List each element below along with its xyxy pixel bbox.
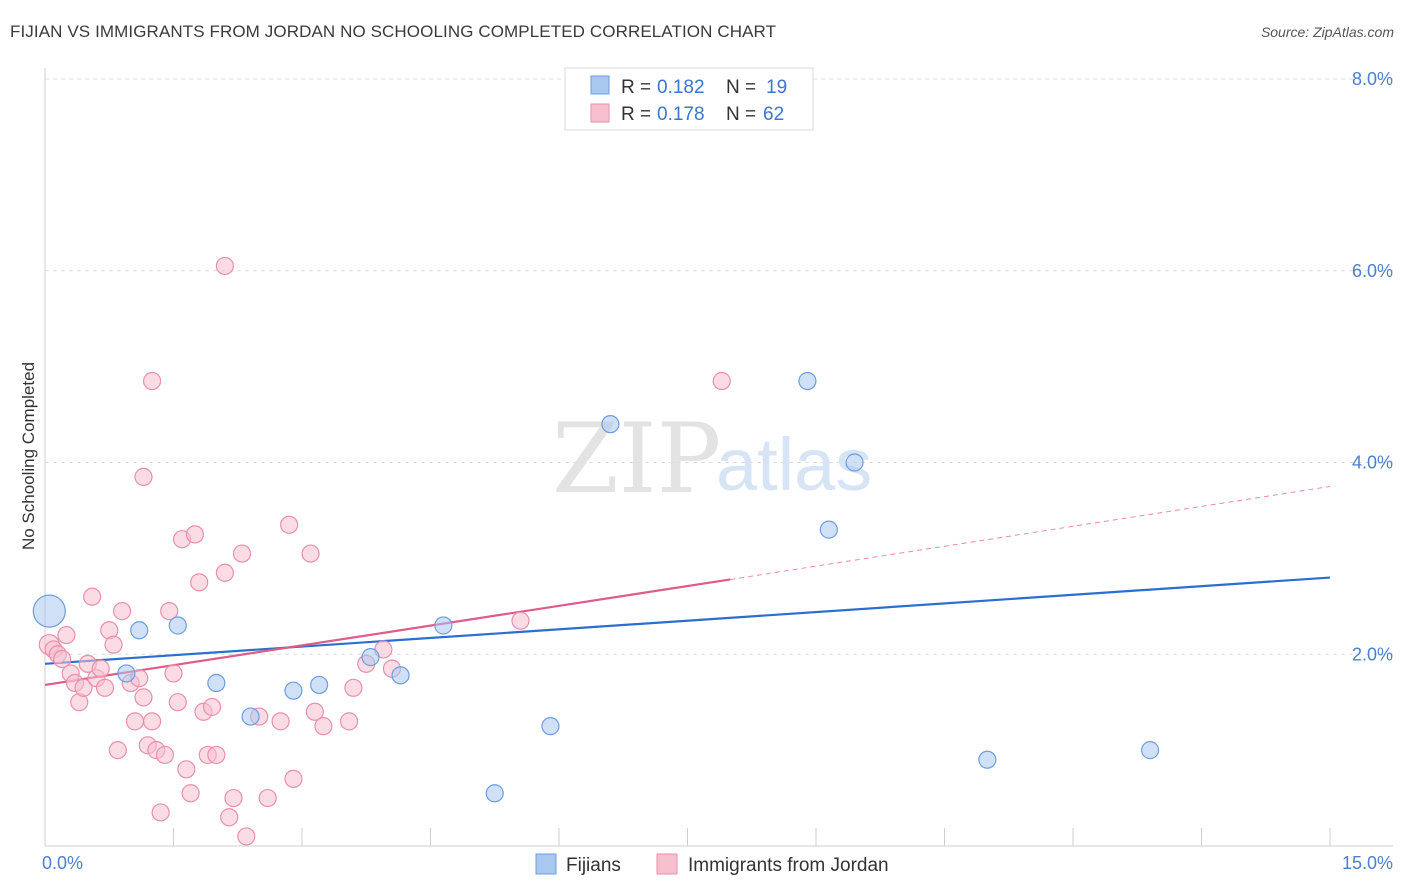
source-credit: Source: ZipAtlas.com: [1260, 24, 1394, 40]
point-fijians: [241, 707, 260, 726]
point-jordan: [258, 788, 277, 808]
axes: 2.0% 4.0% 6.0% 8.0%: [44, 68, 1393, 847]
point-jordan: [185, 525, 205, 544]
y-tick-label: 2.0%: [1352, 644, 1393, 664]
point-jordan: [712, 371, 731, 391]
point-jordan: [237, 827, 256, 846]
stats-legend: R = 0.182 N = 19 R = 0.178 N = 62: [564, 67, 814, 131]
point-jordan: [202, 697, 222, 717]
point-jordan: [151, 803, 170, 822]
point-jordan: [164, 664, 183, 683]
legend-swatch-fijians: [590, 75, 610, 95]
y-tick-label: 8.0%: [1352, 69, 1393, 89]
trend-line-fijians: [44, 576, 1331, 665]
point-jordan: [301, 544, 320, 563]
legend-r-label-jordan: R =: [621, 104, 651, 125]
point-jordan: [104, 635, 123, 654]
point-jordan: [232, 544, 252, 563]
point-jordan: [215, 563, 234, 582]
point-jordan: [177, 760, 196, 779]
point-jordan: [220, 808, 239, 827]
point-jordan: [53, 649, 72, 669]
point-jordan: [314, 717, 333, 736]
series-legend: Fijians Immigrants from Jordan: [535, 853, 889, 876]
point-jordan: [95, 678, 115, 697]
y-tick-label: 4.0%: [1352, 453, 1393, 473]
trend-lines: [44, 485, 1331, 687]
point-jordan: [190, 573, 209, 592]
point-fijians: [845, 453, 864, 472]
point-jordan: [142, 712, 162, 731]
point-jordan: [160, 602, 179, 621]
bottom-legend-label-jordan: Immigrants from Jordan: [688, 855, 889, 876]
point-jordan: [224, 788, 243, 808]
point-jordan: [155, 745, 175, 765]
point-fijians: [361, 648, 380, 667]
point-jordan: [168, 693, 187, 712]
trend-line-extension-jordan: [730, 485, 1331, 580]
point-fijians: [391, 666, 410, 685]
legend-swatch-jordan: [590, 103, 610, 123]
point-fijians: [819, 520, 838, 539]
point-fijians: [168, 616, 187, 635]
legend-r-value-fijians: 0.182: [657, 77, 705, 98]
legend-r-value-jordan: 0.178: [657, 104, 705, 125]
point-jordan: [134, 688, 153, 707]
legend-n-value-jordan: 62: [763, 104, 784, 125]
bottom-legend-swatch-fijians: [535, 853, 557, 875]
gridlines: [45, 78, 1393, 655]
point-fijians: [130, 621, 149, 640]
y-axis-title: No Schooling Completed: [19, 362, 38, 550]
point-jordan: [181, 784, 200, 803]
legend-r-label-fijians: R =: [621, 77, 651, 98]
point-fijians: [117, 664, 136, 683]
point-jordan: [271, 712, 290, 731]
point-jordan: [215, 256, 234, 276]
watermark-zip: ZIP: [552, 403, 721, 515]
point-fijians: [434, 616, 453, 635]
point-jordan: [305, 702, 324, 721]
bottom-legend-swatch-jordan: [656, 853, 678, 875]
point-fijians: [284, 681, 303, 700]
point-fijians: [207, 673, 226, 693]
point-jordan: [207, 745, 226, 765]
point-jordan: [74, 678, 93, 697]
point-jordan: [340, 712, 359, 731]
legend-n-value-fijians: 19: [766, 77, 787, 98]
point-jordan: [142, 371, 162, 391]
point-jordan: [108, 741, 127, 760]
point-jordan: [344, 678, 363, 697]
x-tick-label-min: 0.0%: [42, 853, 83, 873]
point-jordan: [91, 659, 110, 678]
x-tick-label-max: 15.0%: [1342, 853, 1393, 873]
point-fijians: [485, 784, 504, 803]
point-fijians: [541, 717, 560, 736]
point-fijians: [978, 750, 997, 769]
chart-title: FIJIAN VS IMMIGRANTS FROM JORDAN NO SCHO…: [10, 22, 777, 41]
point-jordan: [112, 602, 132, 621]
bottom-legend-label-fijians: Fijians: [566, 855, 621, 876]
point-jordan: [511, 611, 530, 630]
point-fijians: [32, 594, 66, 628]
point-jordan: [83, 587, 102, 606]
point-fijians: [601, 415, 620, 434]
point-fijians: [310, 675, 329, 695]
point-jordan: [134, 467, 153, 486]
point-jordan: [125, 712, 145, 731]
legend-n-label-jordan: N =: [726, 104, 756, 125]
data-points: [32, 256, 1160, 846]
trend-line-jordan: [44, 578, 731, 687]
point-fijians: [1140, 741, 1160, 760]
point-jordan: [57, 625, 76, 645]
point-jordan: [280, 515, 299, 534]
point-fijians: [798, 371, 817, 391]
y-tick-label: 6.0%: [1352, 261, 1393, 281]
legend-n-label-fijians: N =: [726, 77, 756, 98]
point-jordan: [284, 769, 303, 788]
